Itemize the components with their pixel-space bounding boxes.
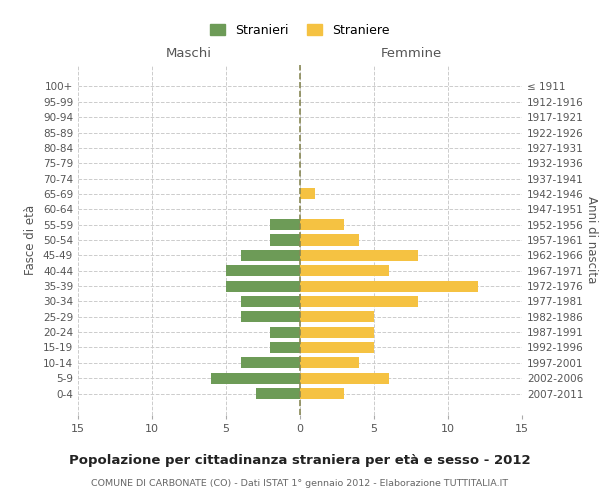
Bar [300, 280, 478, 291]
Bar [211, 372, 300, 384]
Bar [300, 312, 374, 322]
Bar [256, 388, 300, 399]
Bar [241, 358, 300, 368]
Text: COMUNE DI CARBONATE (CO) - Dati ISTAT 1° gennaio 2012 - Elaborazione TUTTITALIA.: COMUNE DI CARBONATE (CO) - Dati ISTAT 1°… [91, 479, 509, 488]
Bar [300, 219, 344, 230]
Bar [271, 234, 300, 246]
Y-axis label: Fasce di età: Fasce di età [25, 205, 37, 275]
Bar [300, 358, 359, 368]
Bar [300, 188, 315, 200]
Text: Femmine: Femmine [380, 48, 442, 60]
Y-axis label: Anni di nascita: Anni di nascita [584, 196, 598, 284]
Bar [226, 265, 300, 276]
Legend: Stranieri, Straniere: Stranieri, Straniere [205, 19, 395, 42]
Bar [300, 234, 359, 246]
Bar [241, 296, 300, 307]
Bar [300, 372, 389, 384]
Bar [300, 250, 418, 261]
Text: Popolazione per cittadinanza straniera per età e sesso - 2012: Popolazione per cittadinanza straniera p… [69, 454, 531, 467]
Bar [300, 388, 344, 399]
Bar [300, 296, 418, 307]
Bar [241, 312, 300, 322]
Bar [300, 342, 374, 353]
Bar [271, 326, 300, 338]
Bar [226, 280, 300, 291]
Bar [300, 265, 389, 276]
Bar [300, 326, 374, 338]
Bar [241, 250, 300, 261]
Text: Maschi: Maschi [166, 48, 212, 60]
Bar [271, 219, 300, 230]
Bar [271, 342, 300, 353]
